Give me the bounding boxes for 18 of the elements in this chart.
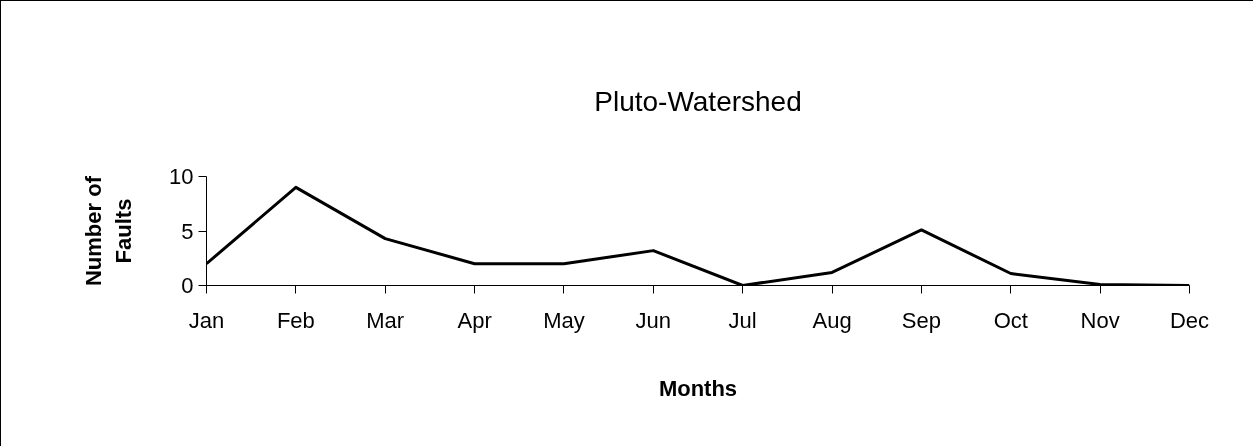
- y-tick-label: 10: [169, 164, 194, 189]
- x-tick-label: Jul: [728, 307, 757, 333]
- x-tick-label: Nov: [1080, 307, 1120, 333]
- x-tick-label: Apr: [457, 307, 492, 333]
- x-tick-label: Feb: [276, 307, 315, 333]
- chart-title: Pluto-Watershed: [594, 85, 802, 117]
- x-axis-title: Months: [658, 375, 738, 401]
- x-tick-label: Oct: [993, 307, 1028, 333]
- x-tick-label: Dec: [1169, 307, 1210, 333]
- y-tick-label: 5: [181, 218, 194, 244]
- x-tick-label: Mar: [366, 307, 405, 333]
- x-tick-label: Jun: [635, 307, 672, 333]
- y-tick-label: 0: [181, 273, 194, 298]
- x-tick-label: Sep: [901, 307, 941, 333]
- x-tick-label: May: [543, 307, 585, 333]
- x-tick-label: Jan: [188, 307, 225, 333]
- y-axis-title: Number of Faults: [81, 175, 137, 286]
- x-tick-label: Aug: [812, 307, 852, 333]
